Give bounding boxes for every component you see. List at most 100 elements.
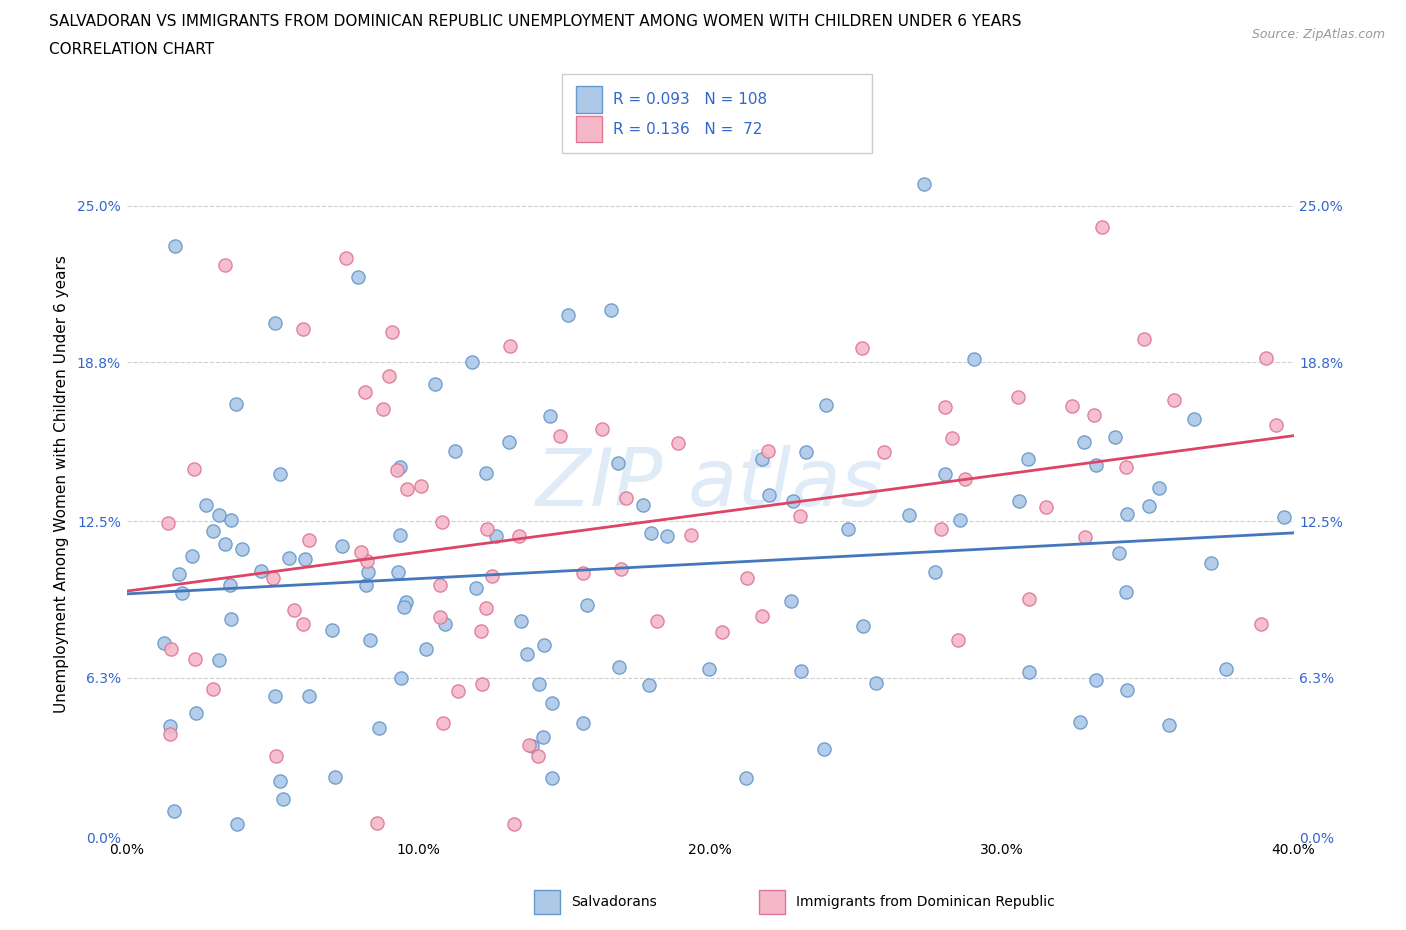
Point: [1163, 392, 1185, 407]
Point: [172, 585, 194, 600]
Point: [481, 568, 503, 583]
Point: [157, 516, 180, 531]
Point: [591, 421, 613, 436]
Point: [183, 462, 205, 477]
Point: [929, 521, 952, 536]
Text: SALVADORAN VS IMMIGRANTS FROM DOMINICAN REPUBLIC UNEMPLOYMENT AMONG WOMEN WITH C: SALVADORAN VS IMMIGRANTS FROM DOMINICAN …: [49, 14, 1022, 29]
Text: R = 0.136   N =  72: R = 0.136 N = 72: [613, 122, 762, 137]
Point: [263, 688, 285, 703]
Point: [250, 564, 273, 578]
Point: [852, 618, 875, 633]
Point: [291, 617, 314, 631]
Point: [934, 400, 956, 415]
Point: [873, 445, 896, 459]
Point: [184, 706, 207, 721]
Point: [508, 528, 530, 543]
Point: [160, 642, 183, 657]
Point: [325, 770, 347, 785]
Point: [1073, 434, 1095, 449]
Point: [531, 730, 554, 745]
Point: [432, 715, 454, 730]
Point: [697, 661, 720, 676]
Point: [294, 551, 316, 566]
Point: [503, 817, 526, 831]
Point: [1074, 529, 1097, 544]
Point: [666, 436, 689, 451]
Point: [1069, 714, 1091, 729]
Point: [557, 308, 579, 323]
Point: [214, 537, 236, 551]
Point: [1215, 661, 1237, 676]
Point: [498, 434, 520, 449]
Point: [789, 509, 811, 524]
Point: [425, 377, 447, 392]
Point: [1018, 664, 1040, 679]
Point: [610, 562, 633, 577]
Point: [751, 452, 773, 467]
Point: [655, 528, 678, 543]
Point: [962, 351, 984, 365]
Point: [153, 635, 176, 650]
Point: [335, 250, 357, 265]
Point: [637, 678, 659, 693]
Point: [782, 494, 804, 509]
Point: [201, 682, 224, 697]
Point: [1133, 331, 1156, 346]
Point: [475, 465, 498, 480]
Point: [277, 551, 299, 565]
Point: [465, 580, 488, 595]
Point: [429, 578, 451, 592]
Point: [794, 445, 817, 459]
Point: [1060, 399, 1083, 414]
Point: [679, 527, 702, 542]
Point: [1035, 499, 1057, 514]
Point: [540, 695, 562, 710]
Point: [392, 599, 415, 614]
Point: [538, 409, 561, 424]
Point: [616, 490, 638, 505]
Point: [1007, 390, 1029, 405]
Point: [395, 482, 418, 497]
Point: [576, 597, 599, 612]
Point: [1182, 411, 1205, 426]
Point: [710, 625, 733, 640]
Text: CORRELATION CHART: CORRELATION CHART: [49, 42, 214, 57]
Point: [1115, 683, 1137, 698]
Point: [865, 675, 887, 690]
Point: [387, 565, 409, 579]
Point: [298, 688, 321, 703]
Point: [485, 528, 508, 543]
Point: [433, 617, 456, 631]
Point: [368, 721, 391, 736]
Point: [163, 804, 186, 818]
Point: [953, 472, 976, 487]
Point: [640, 525, 662, 540]
Point: [201, 523, 224, 538]
Point: [527, 749, 550, 764]
Point: [359, 632, 381, 647]
Point: [912, 177, 935, 192]
Point: [607, 456, 630, 471]
Point: [837, 521, 859, 536]
Point: [533, 637, 555, 652]
Point: [924, 565, 946, 579]
Text: Source: ZipAtlas.com: Source: ZipAtlas.com: [1251, 28, 1385, 41]
Point: [1147, 481, 1170, 496]
Point: [194, 498, 217, 512]
Point: [1272, 510, 1295, 525]
Point: [1256, 351, 1278, 365]
Point: [735, 570, 758, 585]
Point: [790, 663, 813, 678]
Point: [353, 384, 375, 399]
Point: [1199, 555, 1222, 570]
Point: [225, 397, 247, 412]
Point: [330, 539, 353, 554]
Point: [432, 514, 454, 529]
Point: [366, 816, 388, 830]
Point: [262, 571, 284, 586]
Text: Immigrants from Dominican Republic: Immigrants from Dominican Republic: [796, 895, 1054, 910]
Point: [631, 498, 654, 512]
Point: [471, 676, 494, 691]
Point: [349, 544, 371, 559]
Point: [599, 302, 621, 317]
